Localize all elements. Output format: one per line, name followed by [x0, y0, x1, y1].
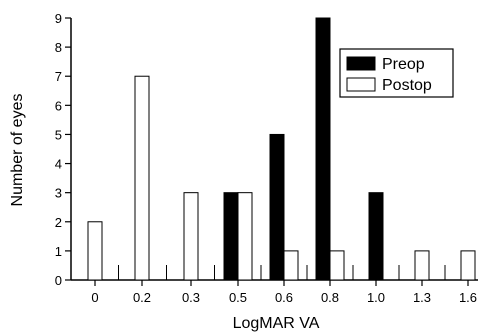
- bar-postop-1.6: [460, 250, 476, 281]
- bar-preop-0.8: [315, 17, 331, 281]
- y-ticks: 0 1 2 3 4 5 6 7 8 9: [55, 11, 71, 288]
- y-tick-label: 1: [55, 244, 62, 259]
- bar-postop-0: [87, 221, 103, 281]
- x-tick-label: 0.2: [133, 290, 151, 305]
- x-tick-label: 0.3: [182, 290, 200, 305]
- legend-label-postop: Postop: [382, 77, 432, 94]
- legend-label-preop: Preop: [382, 56, 425, 73]
- bar-postop-0.3: [183, 192, 199, 281]
- bar-postop-0.8: [329, 250, 345, 281]
- x-ticks: 0 0.2 0.3 0.5 0.6 0.8 1.0 1.3 1.6: [91, 280, 477, 305]
- bar-postop-0.2: [134, 75, 150, 281]
- bar-postop-0.6: [283, 250, 299, 281]
- y-tick-label: 3: [55, 186, 62, 201]
- x-tick-label: 0.8: [321, 290, 339, 305]
- x-axis-title: LogMAR VA: [233, 315, 320, 332]
- y-tick-label: 9: [55, 11, 62, 26]
- y-tick-label: 2: [55, 215, 62, 230]
- between-category-ticks: [118, 265, 446, 280]
- x-tick-label: 0.6: [275, 290, 293, 305]
- y-tick-label: 5: [55, 127, 62, 142]
- y-tick-label: 7: [55, 69, 62, 84]
- bar-postop-1.3: [414, 250, 430, 281]
- bars: [87, 17, 476, 281]
- y-tick-label: 0: [55, 273, 62, 288]
- y-tick-label: 6: [55, 98, 62, 113]
- x-tick-label: 1.0: [367, 290, 385, 305]
- x-tick-label: 0: [91, 290, 98, 305]
- y-tick-label: 8: [55, 40, 62, 55]
- x-tick-label: 1.6: [459, 290, 477, 305]
- y-tick-label: 4: [55, 157, 62, 172]
- bar-preop-1.0: [368, 192, 384, 281]
- bar-postop-0.5: [237, 192, 253, 281]
- legend: Preop Postop: [339, 48, 454, 98]
- legend-swatch-postop: [346, 77, 376, 92]
- x-tick-label: 1.3: [413, 290, 431, 305]
- y-axis-title: Number of eyes: [9, 94, 26, 207]
- x-tick-label: 0.5: [229, 290, 247, 305]
- legend-swatch-preop: [346, 56, 376, 71]
- bar-preop-0.5: [223, 192, 239, 281]
- bar-preop-0.6: [269, 133, 285, 281]
